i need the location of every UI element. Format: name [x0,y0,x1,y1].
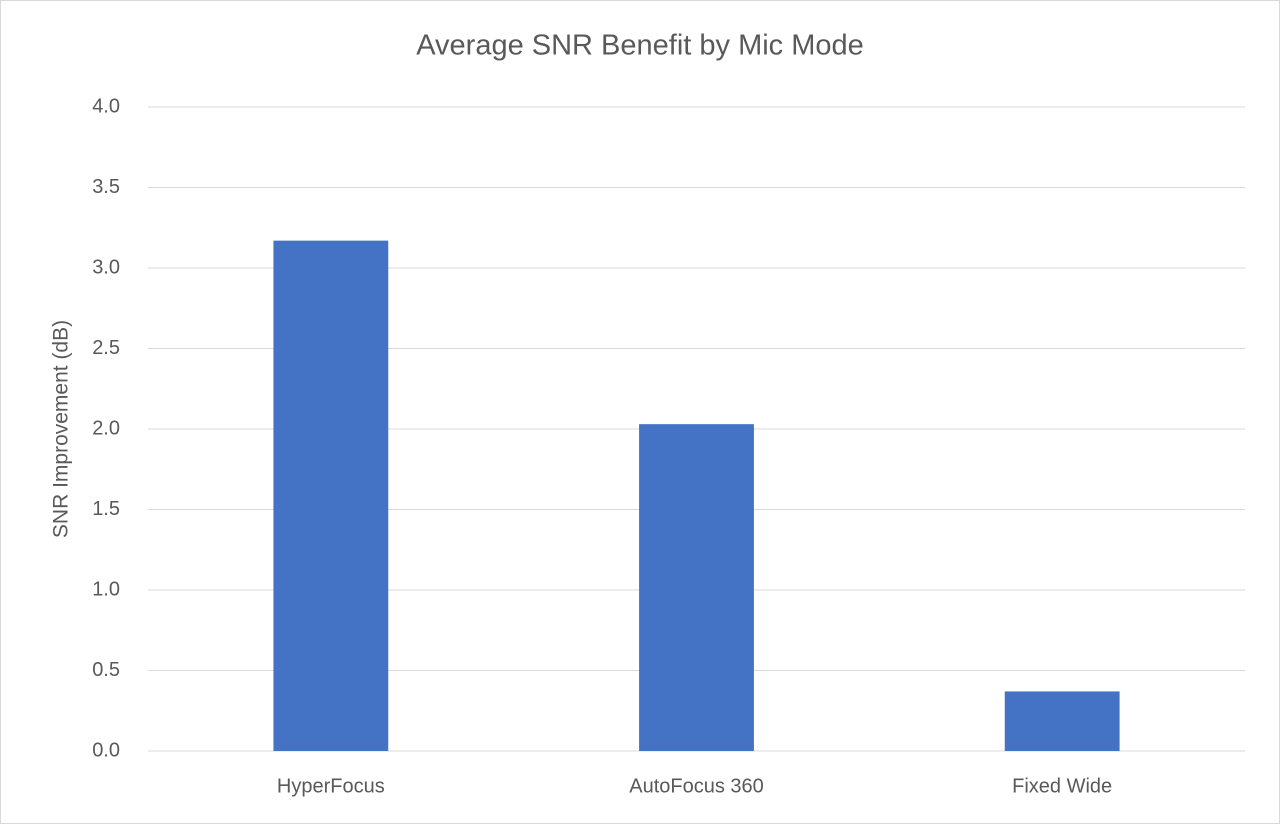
y-tick-label: 4.0 [92,95,120,117]
y-tick-label: 2.5 [92,337,120,359]
bar [273,240,389,751]
y-tick-label: 0.0 [92,739,120,761]
y-tick-label: 1.0 [92,578,120,600]
chart-title: Average SNR Benefit by Mic Mode [416,30,864,62]
x-tick-label: HyperFocus [277,775,385,797]
y-tick-label: 0.5 [92,659,120,681]
bar [639,424,754,751]
x-tick-label: AutoFocus 360 [629,775,764,797]
y-tick-label: 3.0 [92,256,120,278]
bar [1004,691,1120,751]
x-tick-label: Fixed Wide [1012,775,1112,797]
y-tick-label: 2.0 [92,417,120,439]
y-tick-label: 3.5 [92,176,120,198]
y-axis-label: SNR Improvement (dB) [50,320,73,538]
y-tick-label: 1.5 [92,498,120,520]
